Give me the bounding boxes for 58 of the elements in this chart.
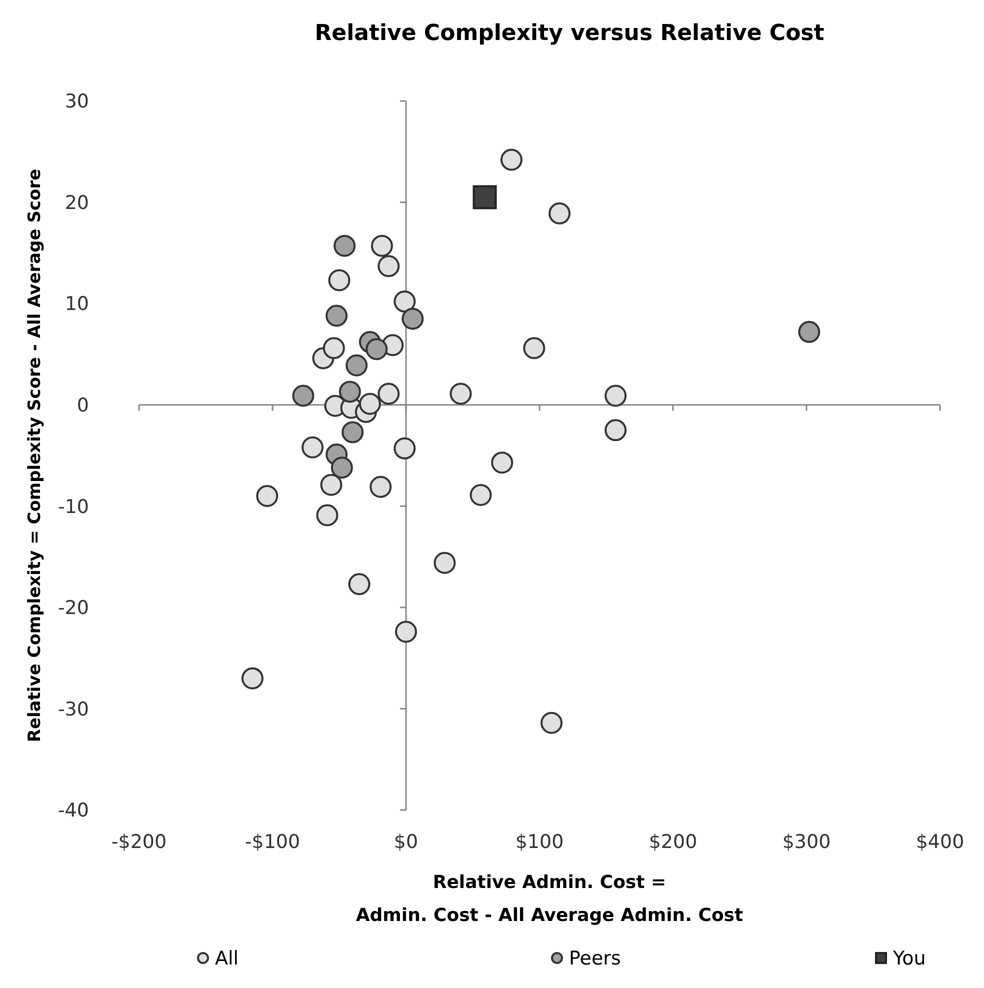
point — [394, 290, 416, 313]
point — [328, 269, 350, 292]
x-tick-label: $300 — [782, 831, 831, 853]
point — [346, 354, 368, 376]
point — [548, 202, 571, 224]
y-tick-label: -30 — [58, 698, 89, 720]
x-tick-label: -$100 — [244, 831, 300, 853]
legend-label: You — [892, 948, 926, 970]
point — [604, 419, 627, 442]
point — [348, 573, 370, 596]
y-tick-label: -40 — [58, 800, 89, 822]
y-tick-label: -20 — [58, 597, 89, 620]
point — [470, 484, 492, 506]
y-tick-label: 30 — [64, 90, 89, 113]
x-tick-label: $0 — [394, 831, 418, 853]
point — [256, 485, 278, 508]
point — [334, 234, 356, 257]
point — [434, 552, 456, 574]
y-tick-label: 0 — [76, 394, 89, 417]
point — [316, 504, 338, 526]
x-axis-title: Relative Admin. Cost = Admin. Cost - All Average Admin. Cost — [356, 872, 744, 926]
point — [523, 337, 546, 360]
point — [450, 382, 472, 405]
point — [378, 382, 400, 405]
point — [338, 380, 361, 403]
point — [322, 337, 345, 360]
point — [292, 384, 314, 407]
point — [472, 185, 497, 210]
x-tick-label: -$200 — [111, 831, 167, 853]
legend-label: Peers — [569, 948, 621, 970]
point — [366, 338, 388, 360]
point — [491, 452, 514, 474]
point — [320, 474, 342, 496]
y-tick-label: 10 — [64, 293, 89, 316]
point — [241, 667, 264, 690]
point — [540, 712, 563, 734]
y-axis-title: Relative Complexity = Complexity Score - All Average Score — [25, 168, 45, 742]
x-tick-label: $200 — [648, 831, 698, 853]
point — [394, 437, 416, 460]
point — [370, 476, 392, 498]
chart-title: Relative Complexity versus Relative Cost — [314, 21, 825, 46]
point — [402, 308, 424, 330]
y-tick-label: -10 — [58, 496, 89, 518]
point — [378, 255, 400, 278]
x-tick-label: $400 — [916, 831, 964, 853]
legend-label: All — [215, 948, 239, 970]
point — [302, 436, 324, 458]
point — [342, 421, 364, 444]
point — [358, 392, 381, 415]
point — [330, 456, 353, 479]
point — [798, 320, 820, 343]
point — [370, 234, 393, 257]
x-tick-label: $100 — [515, 831, 564, 853]
point — [500, 148, 522, 171]
y-tick-label: 20 — [64, 192, 89, 214]
point — [604, 384, 627, 407]
point — [326, 304, 348, 327]
point — [395, 620, 417, 643]
